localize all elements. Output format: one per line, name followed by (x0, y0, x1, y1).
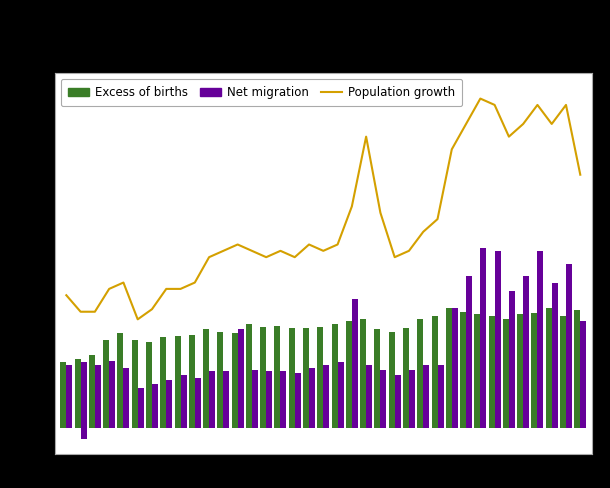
Bar (109, 361, 115, 428)
Bar (195, 378, 201, 428)
Bar (118, 333, 123, 428)
Bar (181, 375, 187, 428)
Bar (431, 316, 437, 428)
Bar (60, 363, 66, 428)
Bar (395, 375, 401, 428)
Bar (217, 332, 223, 428)
Bar (375, 329, 381, 428)
Bar (103, 340, 109, 428)
Bar (352, 299, 358, 428)
Bar (366, 365, 372, 428)
Bar (174, 336, 181, 428)
Bar (417, 319, 423, 428)
Bar (81, 363, 87, 428)
Bar (346, 321, 352, 428)
Bar (146, 342, 152, 428)
Legend: Excess of births, Net migration, Population growth: Excess of births, Net migration, Populat… (61, 79, 462, 106)
Bar (560, 316, 566, 428)
Bar (132, 340, 138, 428)
Bar (274, 325, 281, 428)
Bar (523, 276, 529, 428)
Bar (509, 291, 515, 428)
Bar (409, 370, 415, 428)
Bar (517, 314, 523, 428)
Bar (446, 308, 452, 428)
Bar (503, 319, 509, 428)
Bar (167, 380, 172, 428)
Bar (574, 310, 580, 428)
Bar (281, 371, 287, 428)
Bar (460, 312, 466, 428)
Bar (337, 363, 343, 428)
Bar (252, 370, 258, 428)
Bar (403, 328, 409, 428)
Bar (495, 251, 501, 428)
Bar (423, 365, 429, 428)
Bar (232, 333, 238, 428)
Bar (537, 251, 544, 428)
Bar (551, 283, 558, 428)
Bar (323, 365, 329, 428)
Bar (389, 332, 395, 428)
Bar (309, 367, 315, 428)
Bar (138, 388, 144, 428)
Bar (246, 325, 252, 428)
Bar (289, 328, 295, 428)
Bar (74, 359, 81, 428)
Bar (203, 329, 209, 428)
Bar (317, 327, 323, 428)
Bar (66, 365, 73, 428)
Bar (152, 384, 158, 428)
Bar (480, 248, 486, 428)
Bar (223, 371, 229, 428)
Bar (332, 325, 337, 428)
Bar (189, 335, 195, 428)
Bar (580, 321, 586, 428)
Bar (381, 370, 386, 428)
Bar (95, 365, 101, 428)
Bar (531, 313, 537, 428)
Bar (303, 328, 309, 428)
Bar (489, 316, 495, 428)
Bar (266, 371, 272, 428)
Bar (360, 319, 366, 428)
Bar (81, 428, 87, 439)
Bar (566, 264, 572, 428)
Bar (452, 308, 458, 428)
Bar (89, 355, 95, 428)
Bar (437, 365, 443, 428)
Bar (160, 337, 167, 428)
Bar (295, 373, 301, 428)
Bar (546, 308, 551, 428)
Bar (123, 367, 129, 428)
Bar (209, 371, 215, 428)
Bar (238, 329, 243, 428)
Bar (260, 327, 266, 428)
Bar (466, 276, 472, 428)
Bar (475, 314, 480, 428)
